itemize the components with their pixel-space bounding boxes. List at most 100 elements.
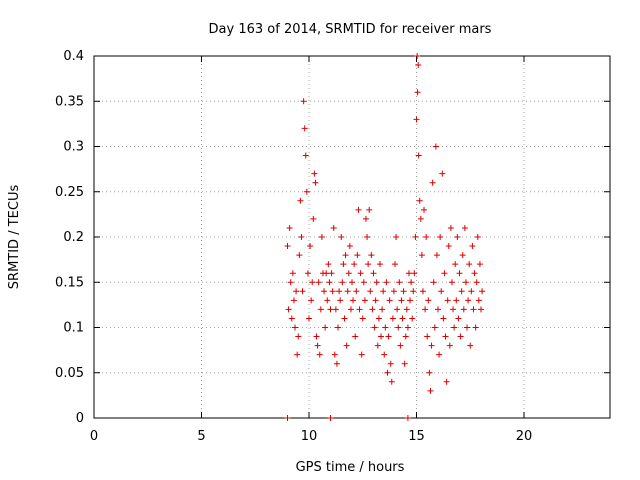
data-point [368, 252, 375, 259]
data-point [292, 324, 299, 331]
data-point [423, 234, 430, 240]
data-point [351, 261, 358, 268]
tick-labels: 0 0.05 0.1 0.15 0.2 0.25 0.3 0.35 0.4 0 5 10 15 20 [55, 49, 532, 444]
data-point [385, 333, 392, 340]
data-point [355, 206, 362, 213]
data-point [332, 306, 339, 313]
x-tick-label: 5 [197, 429, 205, 444]
data-point [369, 306, 376, 313]
data-point [322, 324, 329, 331]
data-point [376, 261, 383, 268]
data-point [285, 306, 292, 313]
data-point [357, 270, 364, 277]
data-point [323, 270, 330, 277]
data-point [330, 224, 337, 231]
data-point [407, 297, 414, 304]
data-point [475, 297, 482, 304]
data-point [294, 351, 301, 358]
data-point [442, 333, 449, 340]
data-point [382, 324, 389, 331]
data-point [438, 288, 445, 295]
data-point [424, 333, 431, 340]
data-point [317, 306, 324, 313]
data-point [383, 279, 390, 286]
data-point [358, 351, 365, 358]
data-point [312, 179, 319, 186]
data-point [341, 315, 348, 322]
x-tick-label: 15 [408, 429, 425, 444]
data-point [353, 288, 360, 295]
y-tick-label: 0 [76, 411, 84, 426]
data-point [450, 306, 457, 313]
data-point [345, 270, 352, 277]
data-point [350, 297, 357, 304]
data-point [306, 315, 312, 322]
data-point [298, 234, 305, 240]
data-point [418, 252, 425, 259]
data-point [388, 378, 395, 385]
data-point [392, 261, 398, 268]
data-point [396, 279, 403, 286]
data-point [468, 288, 475, 295]
data-point [460, 306, 467, 313]
data-point [367, 288, 374, 295]
data-point [453, 297, 460, 304]
data-point [402, 333, 409, 340]
data-point [365, 261, 372, 268]
plot-frame [93, 55, 611, 419]
data-point [408, 279, 415, 286]
data-point [290, 297, 297, 304]
data-point [373, 279, 380, 286]
data-point [398, 297, 405, 304]
data-point [455, 315, 462, 322]
data-point [472, 324, 479, 331]
data-point [429, 179, 436, 186]
data-point [301, 125, 308, 132]
data-point [300, 98, 307, 105]
x-axis-label: GPS time / hours [296, 460, 405, 475]
data-point [467, 342, 474, 349]
data-point [347, 306, 354, 313]
data-point [302, 152, 309, 159]
data-point [464, 324, 471, 331]
data-point [308, 297, 315, 304]
data-point [287, 279, 294, 286]
data-point [443, 378, 450, 385]
y-tick-label: 0.05 [55, 366, 84, 381]
data-point [390, 288, 397, 295]
data-point [461, 224, 468, 231]
data-point [326, 279, 333, 286]
data-point [356, 306, 363, 313]
data-point [375, 315, 382, 322]
data-point [414, 53, 421, 59]
data-point [422, 306, 429, 313]
data-point [439, 170, 446, 177]
data-point [360, 279, 367, 286]
data-point [352, 333, 359, 340]
data-point [325, 261, 332, 268]
y-tick-label: 0.2 [63, 230, 84, 245]
data-point [473, 279, 480, 286]
y-tick-label: 0.15 [55, 275, 84, 290]
y-axis-label: SRMTID / TECUs [7, 185, 22, 290]
data-point [384, 369, 391, 376]
data-point [284, 415, 291, 421]
data-point [469, 243, 476, 250]
data-point [335, 324, 342, 331]
data-point [448, 279, 455, 286]
data-point [404, 415, 411, 421]
data-point [411, 270, 418, 277]
data-point [399, 315, 406, 322]
data-point [329, 288, 336, 295]
data-point [452, 261, 459, 268]
data-point [327, 306, 334, 313]
y-tick-label: 0.35 [55, 94, 84, 109]
data-point [432, 143, 439, 150]
data-point [343, 342, 350, 349]
data-point [321, 288, 328, 295]
data-point [426, 369, 433, 376]
data-point [425, 297, 432, 304]
data-point [436, 351, 443, 358]
y-tick-label: 0.25 [55, 185, 84, 200]
